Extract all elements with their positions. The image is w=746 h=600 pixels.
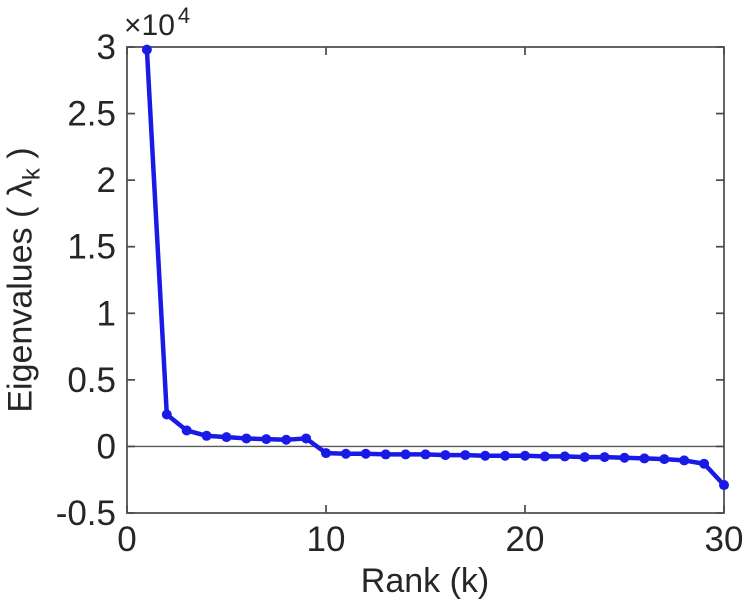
x-tick-label: 0 [117,520,136,559]
y-tick-label: -0.5 [56,494,116,533]
lambda-subscript: k [18,168,46,181]
y-tick-label: 0.5 [67,361,116,400]
data-point [579,452,590,463]
data-point [699,458,710,469]
data-point [241,433,252,444]
data-point [141,44,152,55]
y-tick-label: 2 [97,161,116,200]
data-line-eigenvalues [144,47,727,488]
data-point [619,452,630,463]
data-point [340,448,351,459]
data-point [559,451,570,462]
y-tick-label: 1 [97,294,116,333]
data-point [599,452,610,463]
data-point [360,448,371,459]
data-point [400,449,411,460]
data-point [420,449,431,460]
data-point [201,430,212,441]
data-point [539,451,550,462]
x-axis-label: Rank (k) [360,562,490,600]
lambda-symbol: λ [1,180,40,198]
y-tick-label: 1.5 [67,228,116,267]
y-axis-label-close: ) [1,147,40,169]
data-point [221,432,232,443]
x-tick-label: 30 [705,520,744,559]
data-point [659,454,670,465]
data-point [440,450,451,461]
multiplier-exponent: 4 [177,3,191,28]
data-point [520,450,530,461]
data-point [321,448,331,459]
data-point [500,450,511,461]
y-axis-label: Eigenvalues ( λk ) [1,147,46,413]
x-tick-label: 20 [506,520,545,559]
multiplier-base: ×10 [124,9,175,42]
data-point [301,433,312,444]
data-point [719,480,729,491]
data-point [679,455,690,466]
data-point [281,434,292,445]
y-axis-multiplier: ×10 4 [124,5,190,43]
data-point [161,409,172,420]
axes-box [126,46,725,514]
x-tick-label: 10 [307,520,346,559]
data-point [380,449,391,460]
y-axis-label-text: Eigenvalues ( [1,197,40,413]
data-point [639,453,650,464]
data-point [460,450,471,461]
y-tick-label: 0 [97,427,116,466]
y-tick-label: 3 [97,28,116,67]
y-tick-label: 2.5 [67,95,116,134]
data-point [181,425,192,436]
data-point [261,434,272,445]
data-point [480,450,491,461]
